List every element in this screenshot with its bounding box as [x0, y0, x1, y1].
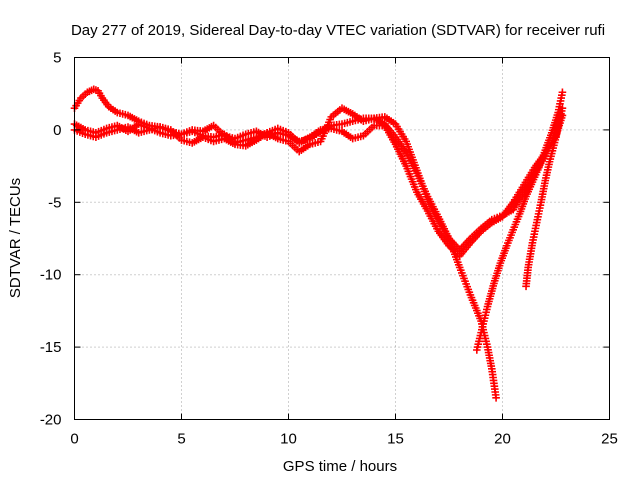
- y-tick-label: -20: [40, 412, 62, 429]
- series-trace-e: [522, 111, 565, 291]
- data-points: [70, 85, 567, 402]
- y-tick-label: -10: [40, 267, 62, 284]
- x-tick-label: 20: [494, 431, 511, 448]
- data-point: [558, 88, 567, 97]
- x-tick-label: 0: [70, 431, 78, 448]
- chart-title: Day 277 of 2019, Sidereal Day-to-day VTE…: [71, 22, 605, 39]
- y-tick-label: -5: [48, 194, 61, 211]
- x-tick-label: 10: [280, 431, 297, 448]
- x-tick-label: 5: [177, 431, 185, 448]
- x-tick-label: 15: [387, 431, 404, 448]
- y-tick-label: 0: [53, 122, 61, 139]
- data-point: [492, 393, 500, 402]
- plot-frame: [74, 57, 610, 420]
- series-trace-d: [473, 88, 567, 354]
- y-tick-label: 5: [53, 50, 61, 67]
- axis-ticks: 0 5 10 15 20 25 -20 -15 -10 -5 0 5: [40, 50, 618, 448]
- data-point: [556, 111, 565, 120]
- x-axis-label: GPS time / hours: [283, 458, 397, 475]
- x-tick-label: 25: [601, 431, 618, 448]
- y-tick-label: -15: [40, 339, 62, 356]
- y-axis-label: SDTVAR / TECUs: [7, 178, 24, 298]
- grid: [74, 57, 610, 420]
